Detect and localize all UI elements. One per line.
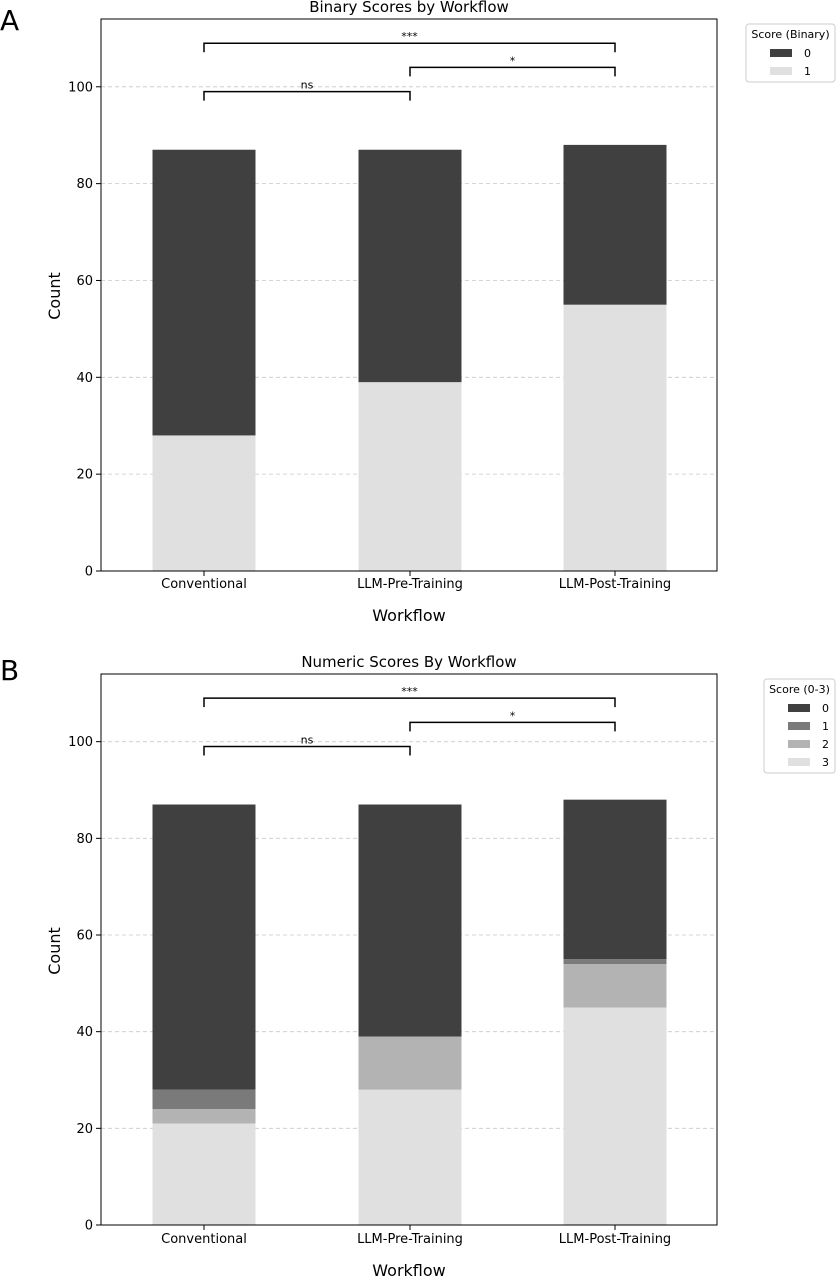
chart-panel-b: B Numeric Scores By Workflow020406080100C… [0, 653, 836, 1280]
significance-label: * [510, 709, 516, 722]
x-tick-label: LLM-Pre-Training [357, 1232, 463, 1247]
x-tick-label: LLM-Post-Training [559, 1232, 671, 1247]
bar-conventional-score-3 [152, 1123, 256, 1225]
y-tick-label: 40 [76, 371, 93, 386]
legend-swatch-3 [788, 758, 810, 766]
bar-llm-post-training-score-1 [563, 959, 667, 964]
significance-bracket [409, 721, 616, 732]
x-tick-label: LLM-Post-Training [559, 577, 671, 592]
y-axis-label: Count [45, 272, 64, 320]
bar-llm-pre-training-score-1 [358, 382, 462, 571]
legend: Score (Binary) 0 1 [745, 23, 836, 83]
panel-letter: A [0, 4, 19, 37]
bar-llm-pre-training-score-2 [358, 1036, 462, 1090]
y-tick-label: 80 [76, 832, 93, 847]
y-tick-label: 20 [76, 1122, 93, 1137]
bar-conventional-score-1 [152, 1089, 256, 1109]
legend-swatch-2 [788, 740, 810, 748]
legend-swatch-1 [788, 722, 810, 730]
x-tick-label: Conventional [161, 1232, 247, 1247]
legend-swatch-0 [788, 704, 810, 712]
significance-bracket [203, 745, 411, 756]
legend-title: Score (0-3) [769, 683, 830, 696]
legend-label-0: 0 [804, 47, 811, 60]
legend: Score (0-3) 0 1 2 3 [763, 678, 836, 774]
y-tick-label: 20 [76, 468, 93, 483]
significance-bracket [203, 697, 616, 708]
bar-conventional-score-0 [152, 804, 256, 1090]
legend-label-0: 0 [822, 702, 829, 715]
bar-llm-pre-training-score-0 [358, 804, 462, 1037]
significance-label: *** [401, 685, 418, 698]
bar-llm-post-training-score-0 [563, 799, 667, 960]
legend-swatch-0 [770, 49, 792, 57]
legend-label-1: 1 [804, 65, 811, 78]
y-tick-label: 0 [85, 565, 93, 580]
significance-bracket [409, 66, 616, 77]
bar-conventional-score-0 [152, 149, 256, 436]
chart-panel-a: A Binary Scores by Workflow 0 20 40 60 80 100 Co… [0, 0, 836, 625]
bar-conventional-score-2 [152, 1109, 256, 1124]
significance-label: ns [301, 734, 314, 747]
panel-letter: B [0, 654, 19, 687]
plot-frame [100, 673, 718, 1226]
bar-llm-pre-training-score-0 [358, 149, 462, 383]
y-tick-label: 100 [68, 735, 93, 750]
significance-label: ns [301, 79, 314, 92]
x-axis-label: Workflow [372, 606, 445, 625]
bar-llm-post-training-score-2 [563, 964, 667, 1008]
bar-llm-post-training-score-0 [563, 144, 667, 305]
y-tick-label: 80 [76, 177, 93, 192]
bar-llm-pre-training-score-3 [358, 1089, 462, 1225]
y-axis-label: Count [45, 927, 64, 975]
legend-label-1: 1 [822, 720, 829, 733]
y-tick-label: 60 [76, 929, 93, 944]
bar-conventional-score-1 [152, 435, 256, 571]
x-tick-label: LLM-Pre-Training [357, 577, 463, 592]
y-tick-label: 40 [76, 1025, 93, 1040]
y-tick-label: 100 [68, 80, 93, 95]
significance-label: * [510, 54, 516, 67]
significance-bracket [203, 90, 411, 101]
legend-label-2: 2 [822, 738, 829, 751]
legend-swatch-1 [770, 67, 792, 75]
bar-llm-post-training-score-1 [563, 304, 667, 571]
significance-bracket [203, 42, 616, 53]
chart-title: Binary Scores by Workflow [309, 0, 509, 16]
significance-label: *** [401, 30, 418, 43]
legend-title: Score (Binary) [751, 28, 829, 41]
x-axis-label: Workflow [372, 1261, 445, 1280]
x-tick-label: Conventional [161, 577, 247, 592]
y-tick-label: 60 [76, 274, 93, 289]
chart-title: Numeric Scores By Workflow [301, 653, 516, 671]
y-tick-label: 0 [85, 1219, 93, 1234]
legend-label-3: 3 [822, 756, 829, 769]
bar-llm-post-training-score-3 [563, 1007, 667, 1225]
plot-frame [100, 18, 718, 572]
